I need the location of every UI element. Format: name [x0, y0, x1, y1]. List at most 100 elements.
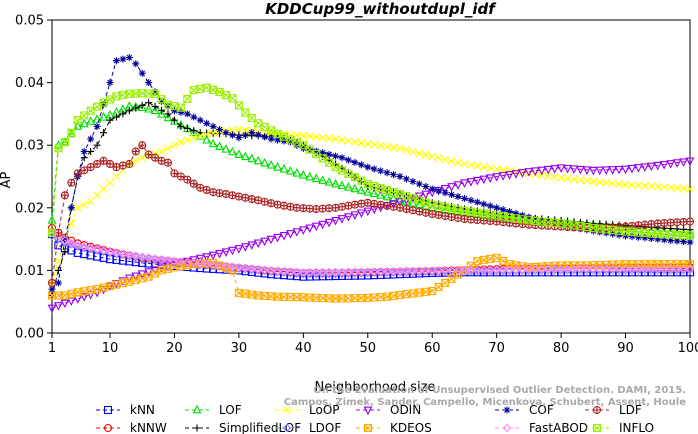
data-point — [105, 159, 115, 169]
legend-swatch-marker — [592, 423, 602, 433]
data-point — [383, 142, 391, 151]
data-point — [138, 153, 147, 162]
data-point — [279, 231, 289, 241]
data-point — [112, 57, 120, 65]
data-point — [254, 131, 262, 139]
data-point — [454, 158, 462, 167]
data-point — [492, 211, 501, 220]
data-point — [273, 233, 282, 243]
data-point — [99, 283, 108, 292]
data-point — [106, 116, 114, 124]
data-point — [266, 235, 276, 245]
data-point — [47, 228, 57, 237]
data-point — [382, 191, 392, 201]
data-point — [170, 169, 179, 178]
data-point — [608, 166, 618, 175]
data-point — [234, 262, 244, 272]
data-point — [570, 175, 578, 184]
data-point — [447, 265, 456, 275]
data-point — [337, 215, 347, 224]
data-point — [292, 272, 301, 281]
data-point — [447, 204, 456, 213]
data-point — [286, 230, 295, 239]
data-point — [415, 180, 423, 188]
data-point — [196, 129, 204, 137]
data-point — [634, 264, 643, 274]
legend-swatch-marker — [193, 424, 201, 432]
data-point — [486, 254, 495, 263]
data-point — [550, 218, 559, 227]
data-point — [163, 100, 173, 109]
data-point — [189, 134, 198, 142]
data-point — [298, 170, 308, 179]
data-point — [621, 227, 630, 236]
data-point — [666, 183, 675, 192]
data-point — [331, 294, 340, 303]
data-point — [241, 264, 250, 274]
data-point — [54, 302, 63, 311]
data-point — [241, 263, 250, 273]
data-point — [685, 260, 695, 269]
data-point — [66, 297, 76, 306]
data-point — [67, 128, 76, 137]
legend-entry-lof: LOF — [185, 403, 242, 417]
legend-swatch-marker — [282, 423, 292, 433]
data-point — [408, 194, 417, 203]
data-point — [524, 168, 534, 177]
data-point — [357, 294, 366, 303]
data-point — [685, 231, 695, 240]
data-point — [582, 222, 591, 232]
data-point — [679, 158, 688, 167]
data-point — [460, 179, 469, 188]
data-point — [176, 262, 185, 271]
data-point — [679, 231, 688, 240]
legend-entry-ldf: LDF — [585, 403, 642, 417]
data-point — [350, 267, 360, 277]
data-point — [660, 183, 669, 191]
data-point — [557, 173, 565, 182]
data-point — [621, 222, 630, 232]
data-point — [395, 195, 405, 204]
data-point — [608, 226, 617, 235]
data-point — [286, 292, 295, 302]
data-point — [157, 254, 166, 264]
data-point — [86, 243, 95, 253]
data-point — [73, 169, 82, 178]
data-point — [144, 104, 154, 113]
data-point — [486, 210, 495, 219]
x-tick-label: 20 — [166, 341, 183, 356]
data-point — [228, 126, 237, 135]
data-point — [614, 165, 624, 175]
data-point — [447, 274, 456, 283]
data-point — [202, 134, 212, 144]
data-point — [286, 166, 295, 175]
data-point — [351, 158, 359, 166]
data-point — [621, 264, 630, 274]
data-point — [93, 102, 102, 111]
data-point — [119, 110, 127, 118]
data-point — [588, 166, 598, 176]
legend-swatch-marker — [502, 423, 512, 433]
data-point — [261, 133, 269, 141]
data-point — [324, 218, 334, 228]
data-point — [118, 161, 127, 170]
data-point — [356, 209, 366, 219]
data-point — [247, 194, 256, 204]
data-point — [640, 229, 649, 238]
data-point — [158, 106, 166, 114]
data-point — [628, 233, 636, 241]
data-point — [267, 128, 275, 137]
data-point — [524, 265, 534, 274]
data-point — [305, 224, 315, 234]
data-point — [511, 170, 521, 179]
data-point — [93, 191, 101, 200]
data-point — [679, 264, 688, 274]
data-point — [305, 132, 314, 141]
data-point — [441, 278, 450, 287]
data-point — [164, 144, 172, 153]
data-point — [640, 163, 650, 172]
data-point — [421, 190, 431, 200]
data-point — [305, 267, 315, 277]
data-point — [363, 293, 372, 302]
legend-label: LDOF — [309, 421, 341, 434]
